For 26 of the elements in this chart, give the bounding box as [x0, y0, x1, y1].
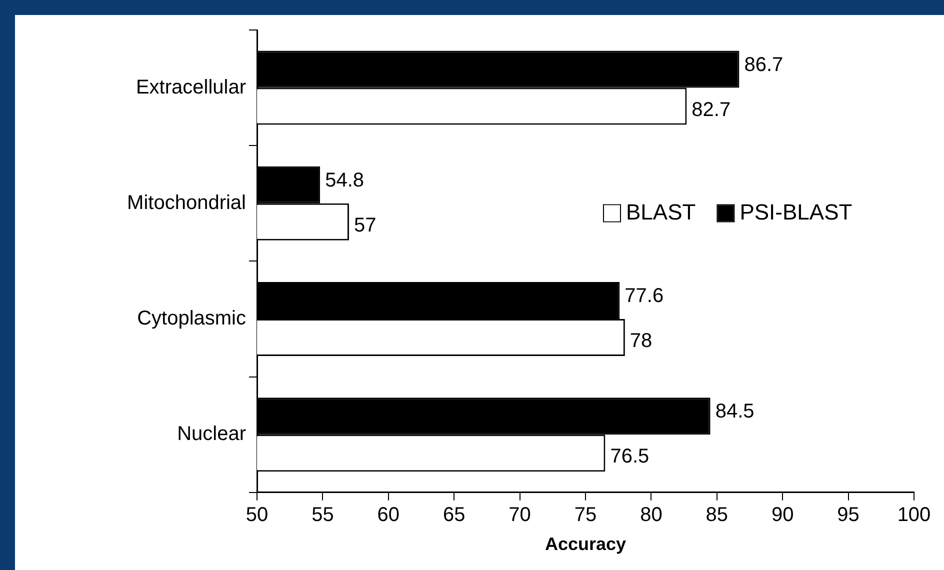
y-tick-label: Cytoplasmic [137, 308, 246, 330]
data-label: 77.6 [624, 285, 664, 308]
data-label: 54.8 [325, 169, 364, 192]
x-tick-label: 100 [897, 504, 931, 526]
x-tick-label: 65 [442, 504, 466, 526]
data-label: 78 [630, 330, 652, 352]
data-label: 76.5 [610, 446, 650, 468]
data-label: 84.5 [715, 400, 754, 423]
y-tick-label: Nuclear [177, 423, 246, 446]
x-tick-label: 70 [508, 504, 531, 526]
y-tick-label: Mitochondrial [127, 192, 246, 214]
data-label: 86.7 [744, 54, 784, 76]
x-tick-label: 75 [574, 504, 597, 526]
y-tick-label: Extracellular [136, 76, 246, 98]
x-tick-label: 95 [837, 504, 860, 526]
x-tick-label: 55 [312, 504, 334, 526]
legend-label: BLAST [626, 199, 696, 224]
x-tick-label: 90 [771, 504, 794, 526]
x-axis-title: Accuracy [544, 534, 626, 554]
x-tick-label: 85 [706, 504, 728, 526]
x-tick-label: 50 [246, 504, 268, 526]
legend-label: PSI-BLAST [740, 199, 852, 224]
data-label: 82.7 [692, 98, 731, 121]
data-label: 57 [354, 214, 376, 236]
x-tick-label: 60 [377, 504, 400, 526]
x-tick-label: 80 [640, 504, 662, 526]
